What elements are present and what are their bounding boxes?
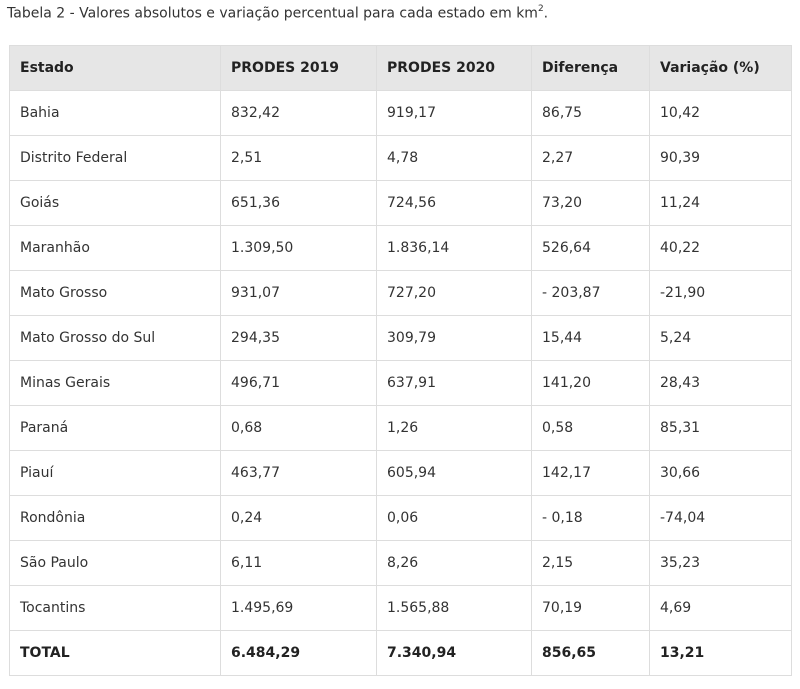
table-row: Rondônia 0,24 0,06 - 0,18 -74,04 bbox=[9, 495, 792, 541]
cell-variacao: 5,24 bbox=[649, 315, 792, 361]
cell-variacao: 35,23 bbox=[649, 540, 792, 586]
cell-diferenca: 73,20 bbox=[531, 180, 650, 226]
table-body: Bahia 832,42 919,17 86,75 10,42 Distrito… bbox=[9, 90, 792, 631]
data-table: Estado PRODES 2019 PRODES 2020 Diferença… bbox=[9, 45, 792, 676]
caption-text: Tabela 2 - Valores absolutos e variação … bbox=[7, 5, 538, 22]
cell-diferenca: 142,17 bbox=[531, 450, 650, 496]
cell-variacao: 28,43 bbox=[649, 360, 792, 406]
cell-prodes-2019: 294,35 bbox=[220, 315, 377, 361]
cell-estado: Maranhão bbox=[9, 225, 221, 271]
cell-prodes-2020: 8,26 bbox=[376, 540, 532, 586]
table-row: Tocantins 1.495,69 1.565,88 70,19 4,69 bbox=[9, 585, 792, 631]
cell-variacao: 10,42 bbox=[649, 90, 792, 136]
cell-estado: Paraná bbox=[9, 405, 221, 451]
cell-estado: Rondônia bbox=[9, 495, 221, 541]
total-prodes-2019: 6.484,29 bbox=[220, 630, 377, 676]
cell-estado: Tocantins bbox=[9, 585, 221, 631]
caption-superscript: 2 bbox=[537, 4, 544, 14]
table-row: Bahia 832,42 919,17 86,75 10,42 bbox=[9, 90, 792, 136]
cell-diferenca: 70,19 bbox=[531, 585, 650, 631]
cell-estado: Goiás bbox=[9, 180, 221, 226]
cell-prodes-2020: 309,79 bbox=[376, 315, 532, 361]
cell-estado: Minas Gerais bbox=[9, 360, 221, 406]
cell-prodes-2020: 1.565,88 bbox=[376, 585, 532, 631]
table-row: Mato Grosso 931,07 727,20 - 203,87 -21,9… bbox=[9, 270, 792, 316]
table-row: Distrito Federal 2,51 4,78 2,27 90,39 bbox=[9, 135, 792, 181]
cell-diferenca: - 203,87 bbox=[531, 270, 650, 316]
cell-prodes-2020: 637,91 bbox=[376, 360, 532, 406]
cell-prodes-2020: 724,56 bbox=[376, 180, 532, 226]
cell-diferenca: 2,15 bbox=[531, 540, 650, 586]
cell-prodes-2020: 727,20 bbox=[376, 270, 532, 316]
total-prodes-2020: 7.340,94 bbox=[376, 630, 532, 676]
cell-diferenca: 0,58 bbox=[531, 405, 650, 451]
cell-diferenca: - 0,18 bbox=[531, 495, 650, 541]
cell-variacao: 30,66 bbox=[649, 450, 792, 496]
cell-variacao: 4,69 bbox=[649, 585, 792, 631]
cell-estado: Mato Grosso do Sul bbox=[9, 315, 221, 361]
cell-prodes-2020: 605,94 bbox=[376, 450, 532, 496]
cell-variacao: 11,24 bbox=[649, 180, 792, 226]
cell-prodes-2019: 2,51 bbox=[220, 135, 377, 181]
table-row: Minas Gerais 496,71 637,91 141,20 28,43 bbox=[9, 360, 792, 406]
cell-prodes-2019: 931,07 bbox=[220, 270, 377, 316]
cell-prodes-2019: 463,77 bbox=[220, 450, 377, 496]
table-row: Mato Grosso do Sul 294,35 309,79 15,44 5… bbox=[9, 315, 792, 361]
cell-prodes-2020: 1.836,14 bbox=[376, 225, 532, 271]
cell-diferenca: 15,44 bbox=[531, 315, 650, 361]
cell-diferenca: 141,20 bbox=[531, 360, 650, 406]
total-diferenca: 856,65 bbox=[531, 630, 650, 676]
cell-prodes-2020: 0,06 bbox=[376, 495, 532, 541]
cell-diferenca: 86,75 bbox=[531, 90, 650, 136]
cell-prodes-2019: 6,11 bbox=[220, 540, 377, 586]
caption-suffix: . bbox=[543, 5, 549, 22]
cell-prodes-2019: 832,42 bbox=[220, 90, 377, 136]
cell-prodes-2019: 1.309,50 bbox=[220, 225, 377, 271]
header-prodes-2020: PRODES 2020 bbox=[376, 45, 532, 91]
cell-prodes-2020: 4,78 bbox=[376, 135, 532, 181]
cell-prodes-2019: 651,36 bbox=[220, 180, 377, 226]
table-row: São Paulo 6,11 8,26 2,15 35,23 bbox=[9, 540, 792, 586]
cell-prodes-2019: 0,68 bbox=[220, 405, 377, 451]
cell-prodes-2020: 919,17 bbox=[376, 90, 532, 136]
cell-prodes-2019: 496,71 bbox=[220, 360, 377, 406]
table-header: Estado PRODES 2019 PRODES 2020 Diferença… bbox=[9, 45, 792, 91]
header-estado: Estado bbox=[9, 45, 221, 91]
table-footer: TOTAL 6.484,29 7.340,94 856,65 13,21 bbox=[9, 630, 792, 676]
cell-prodes-2019: 0,24 bbox=[220, 495, 377, 541]
table-row: Goiás 651,36 724,56 73,20 11,24 bbox=[9, 180, 792, 226]
cell-estado: São Paulo bbox=[9, 540, 221, 586]
cell-estado: Bahia bbox=[9, 90, 221, 136]
table-caption: Tabela 2 - Valores absolutos e variação … bbox=[7, 4, 549, 22]
cell-variacao: -74,04 bbox=[649, 495, 792, 541]
header-diferenca: Diferença bbox=[531, 45, 650, 91]
total-variacao: 13,21 bbox=[649, 630, 792, 676]
cell-estado: Distrito Federal bbox=[9, 135, 221, 181]
cell-variacao: 40,22 bbox=[649, 225, 792, 271]
table-row: Maranhão 1.309,50 1.836,14 526,64 40,22 bbox=[9, 225, 792, 271]
cell-diferenca: 2,27 bbox=[531, 135, 650, 181]
cell-variacao: 85,31 bbox=[649, 405, 792, 451]
total-label: TOTAL bbox=[9, 630, 221, 676]
total-row: TOTAL 6.484,29 7.340,94 856,65 13,21 bbox=[9, 630, 792, 676]
cell-prodes-2019: 1.495,69 bbox=[220, 585, 377, 631]
cell-estado: Mato Grosso bbox=[9, 270, 221, 316]
cell-prodes-2020: 1,26 bbox=[376, 405, 532, 451]
table-row: Paraná 0,68 1,26 0,58 85,31 bbox=[9, 405, 792, 451]
header-prodes-2019: PRODES 2019 bbox=[220, 45, 377, 91]
table-row: Piauí 463,77 605,94 142,17 30,66 bbox=[9, 450, 792, 496]
cell-diferenca: 526,64 bbox=[531, 225, 650, 271]
header-variacao: Variação (%) bbox=[649, 45, 792, 91]
cell-variacao: -21,90 bbox=[649, 270, 792, 316]
header-row: Estado PRODES 2019 PRODES 2020 Diferença… bbox=[9, 45, 792, 91]
cell-estado: Piauí bbox=[9, 450, 221, 496]
cell-variacao: 90,39 bbox=[649, 135, 792, 181]
